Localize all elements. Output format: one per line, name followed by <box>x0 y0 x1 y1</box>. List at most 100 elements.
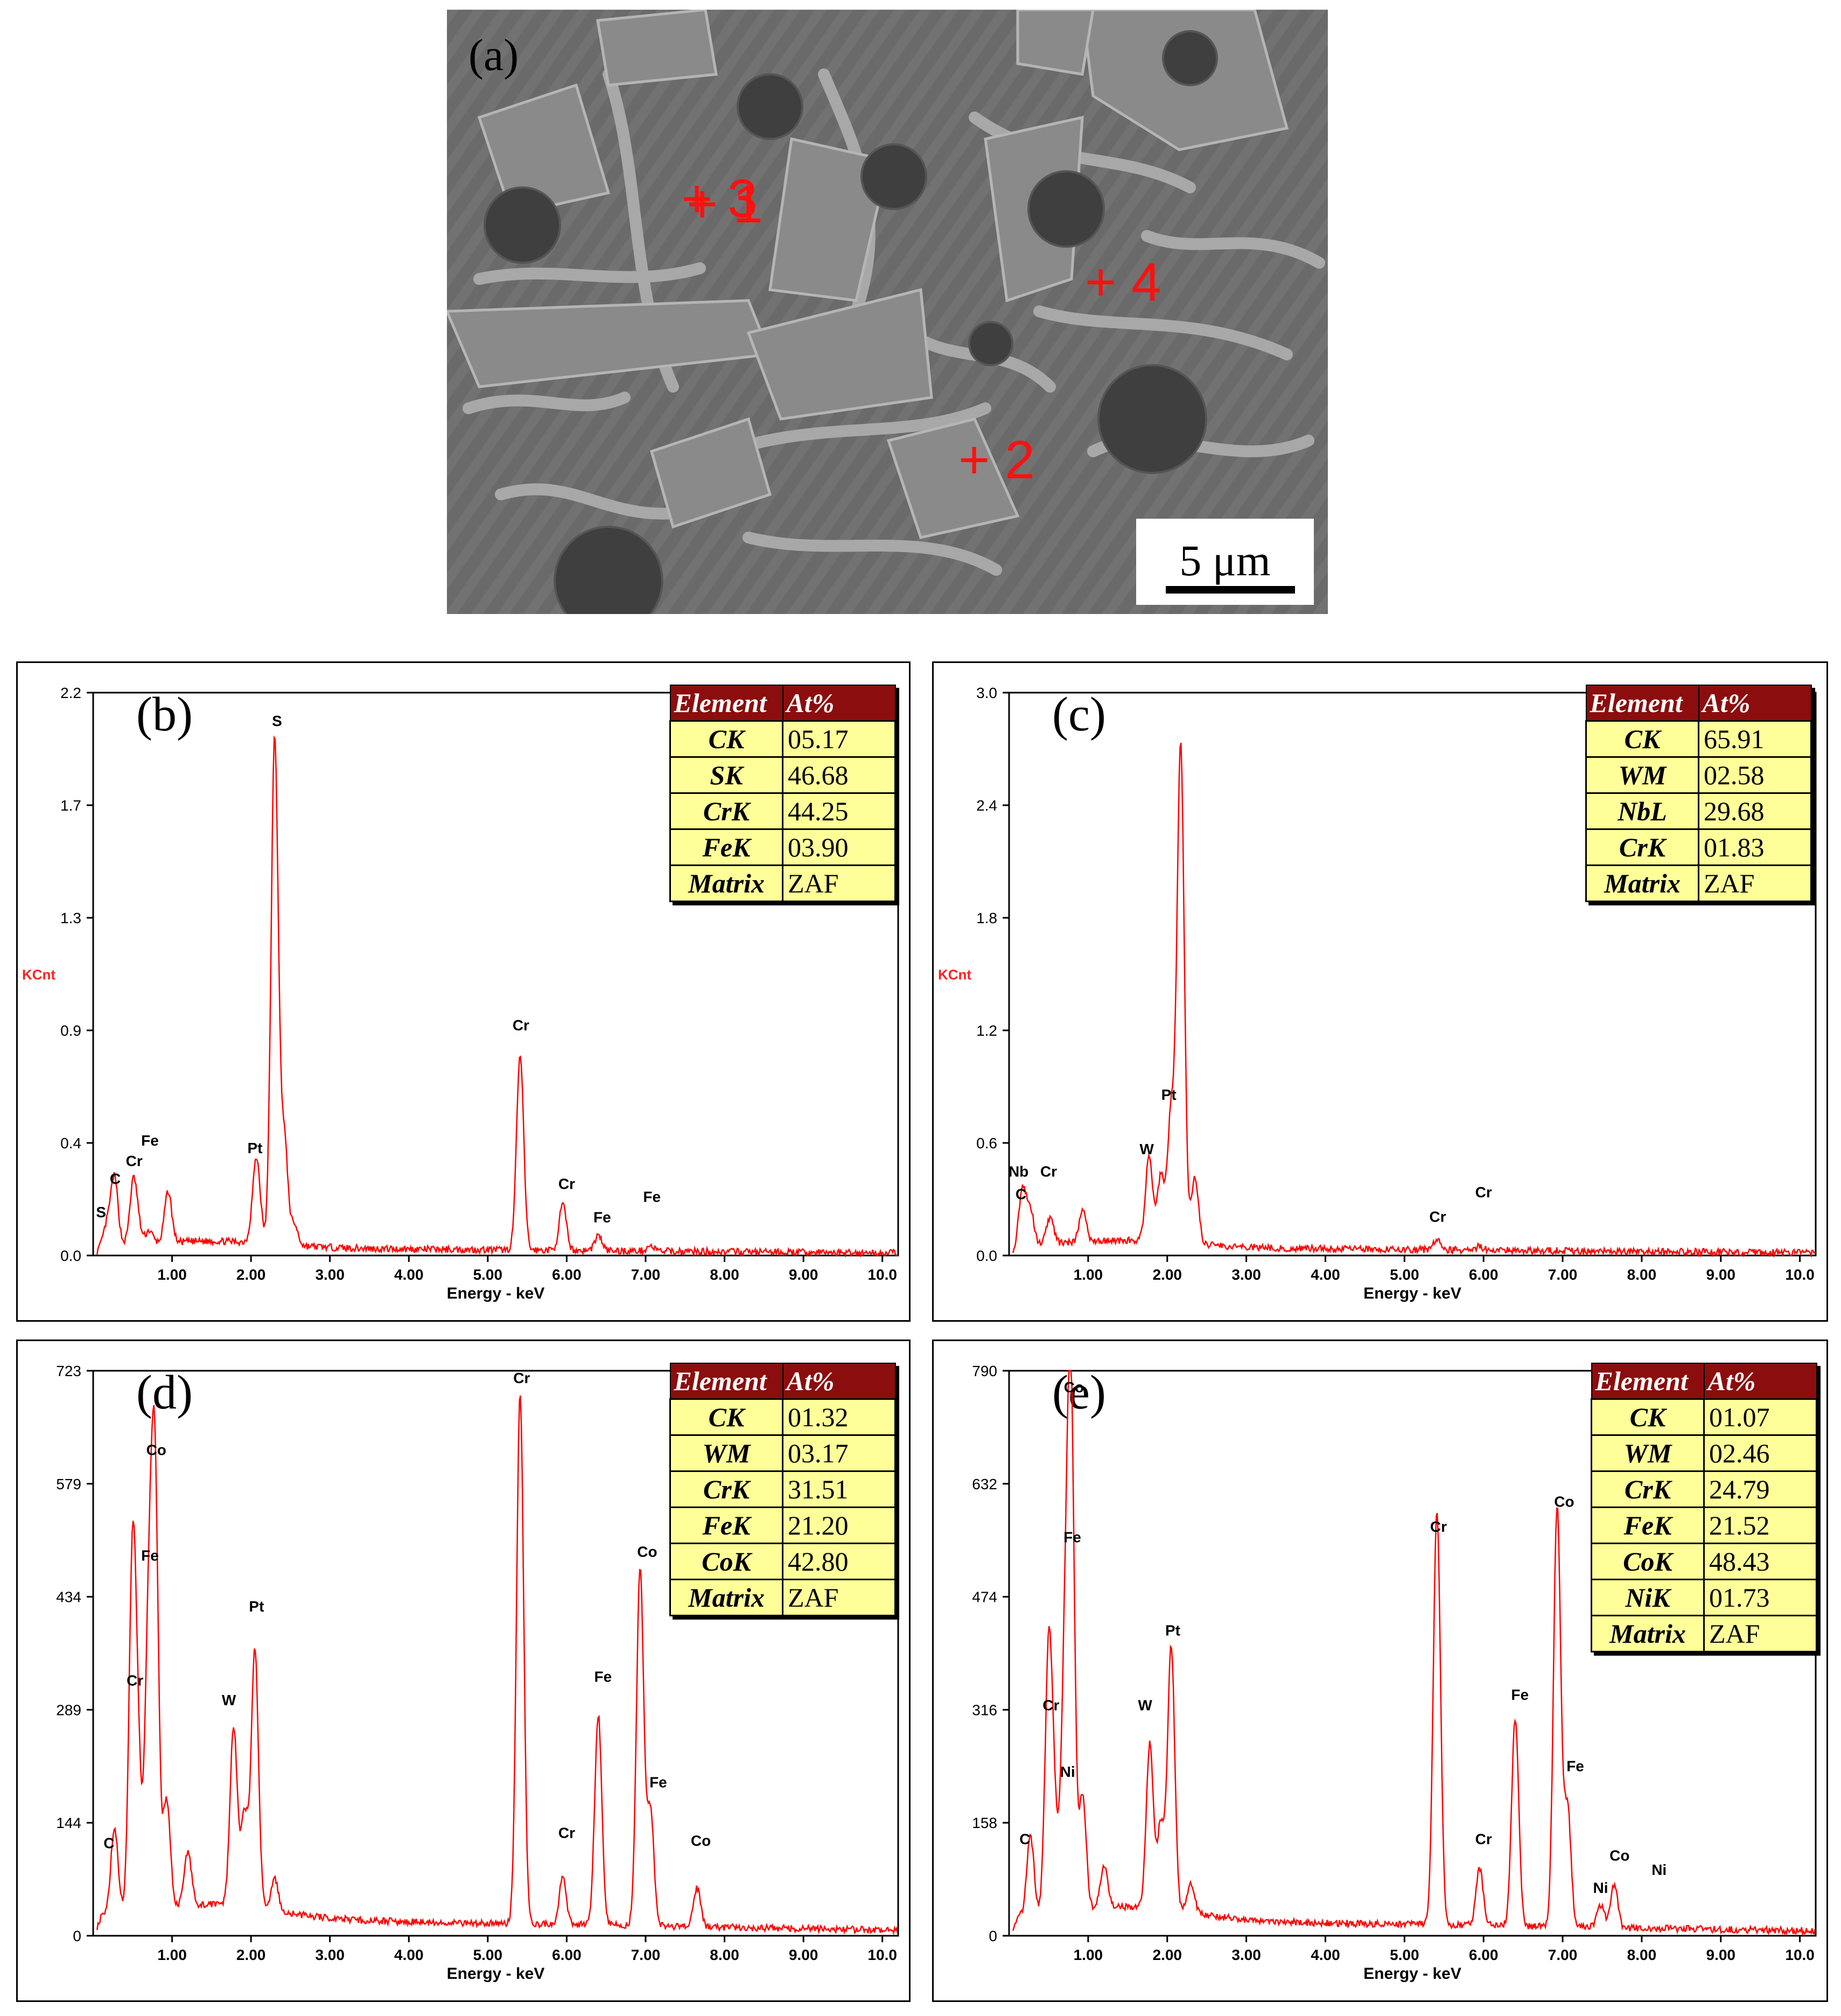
table-header-cell: At% <box>1703 1363 1817 1400</box>
x-tick-label: 9.00 <box>1706 1947 1736 1963</box>
x-tick-label: 4.00 <box>394 1266 424 1283</box>
at-percent-cell: 44.25 <box>782 792 896 830</box>
x-axis-label: Energy - keV <box>447 1965 545 1983</box>
y-tick-label: 289 <box>56 1701 81 1718</box>
spectrum-line <box>1012 1370 1816 1936</box>
x-tick-label: 7.00 <box>1548 1947 1578 1963</box>
element-cell: NbL <box>1585 792 1699 830</box>
table-header-cell: Element <box>1585 685 1699 722</box>
sem-dendrite <box>1141 230 1325 269</box>
x-tick-label: 5.00 <box>1390 1947 1419 1963</box>
x-tick-label: 2.00 <box>1152 1947 1182 1963</box>
scalebar-line <box>1166 586 1295 594</box>
eds-spectrum-b: 0.0 0.4 0.9 1.3 1.7 2.2 1.00 2.00 3.00 4.00 5.00 6.… <box>22 685 899 1302</box>
eds-table-d: Element At% CK 01.32 WM 03.17 CrK 31.51 FeK 21.20… <box>669 1363 896 1616</box>
y-tick-label: 2.4 <box>976 797 997 814</box>
table-row: Matrix ZAF <box>669 864 896 902</box>
peak-label: C <box>1016 1186 1026 1203</box>
element-cell: CoK <box>1591 1543 1705 1580</box>
x-tick-label: 4.00 <box>1311 1947 1340 1963</box>
x-tick-label: 1.00 <box>157 1266 187 1283</box>
x-tick-label: 2.00 <box>236 1947 266 1963</box>
element-cell: WM <box>669 1434 783 1472</box>
table-row: NiK 01.73 <box>1591 1579 1817 1616</box>
peak-label: Cr <box>1040 1163 1057 1180</box>
at-percent-cell: 21.52 <box>1703 1506 1817 1544</box>
sem-grey-particle <box>1016 10 1095 76</box>
peak-label: Cr <box>126 1153 143 1169</box>
eds-panel-b: 0.0 0.4 0.9 1.3 1.7 2.2 1.00 2.00 3.00 4.00 5.00 6.… <box>16 661 911 1322</box>
peak-label: Co <box>691 1832 711 1849</box>
x-tick-label: 6.00 <box>552 1947 582 1963</box>
x-tick-label: 1.00 <box>157 1947 187 1963</box>
element-cell: Matrix <box>1591 1615 1705 1652</box>
y-tick-label: 790 <box>972 1363 997 1379</box>
x-tick-label: 8.00 <box>710 1266 739 1283</box>
at-percent-cell: 05.17 <box>782 720 896 758</box>
y-tick-label: 579 <box>56 1476 81 1492</box>
sem-dark-particle <box>1097 364 1207 474</box>
sem-grey-particle <box>746 288 933 421</box>
at-percent-cell: ZAF <box>1703 1615 1817 1652</box>
at-percent-cell: 24.79 <box>1703 1470 1817 1508</box>
sem-dark-particle <box>968 321 1013 366</box>
element-cell: CrK <box>1591 1470 1705 1508</box>
peak-label: Ni <box>1593 1879 1608 1896</box>
table-row: CK 05.17 <box>669 720 896 758</box>
sem-dendrite <box>473 262 706 285</box>
table-row: CK 65.91 <box>1585 720 1812 758</box>
y-tick-label: 0.4 <box>60 1135 81 1152</box>
table-row: NbL 29.68 <box>1585 792 1812 830</box>
y-tick-label: 0.0 <box>976 1247 997 1264</box>
at-percent-cell: ZAF <box>782 864 896 902</box>
plot-frame <box>1008 1370 1817 1937</box>
x-tick-label: 5.00 <box>473 1947 503 1963</box>
x-tick-label: 9.00 <box>1706 1266 1736 1283</box>
plot-frame <box>92 692 899 1257</box>
sem-dendrite <box>1033 305 1293 360</box>
table-row: CrK 24.79 <box>1591 1470 1817 1508</box>
panel-a-label: (a) <box>468 30 519 80</box>
table-row: CoK 48.43 <box>1591 1543 1817 1580</box>
x-tick-label: 6.00 <box>1469 1947 1499 1963</box>
point-1-marker: + 1 <box>687 174 763 234</box>
at-percent-cell: 21.20 <box>782 1506 896 1544</box>
element-cell: NiK <box>1591 1579 1705 1616</box>
table-header-row: Element At% <box>669 685 896 722</box>
at-percent-cell: 02.46 <box>1703 1434 1817 1472</box>
y-tick-label: 723 <box>56 1363 81 1379</box>
x-tick-label: 3.00 <box>315 1266 345 1283</box>
table-row: CrK 31.51 <box>669 1470 896 1508</box>
sem-dark-particle <box>554 526 663 614</box>
x-tick-label: 4.00 <box>394 1947 424 1963</box>
peak-label: Nb <box>1009 1163 1028 1180</box>
y-tick-label: 632 <box>972 1476 997 1492</box>
peak-label: Fe <box>1063 1529 1081 1546</box>
sem-grey-particle <box>768 137 891 302</box>
peak-label: Cr <box>558 1176 575 1192</box>
at-percent-cell: 03.17 <box>782 1434 896 1472</box>
y-tick-label: 0 <box>989 1928 997 1944</box>
element-cell: CK <box>669 1398 783 1436</box>
sem-dendrite <box>743 532 1002 576</box>
sem-grey-particle <box>649 417 772 529</box>
x-tick-label: 7.00 <box>1548 1266 1578 1283</box>
peak-label: Cr <box>1042 1697 1059 1714</box>
sem-dark-particle <box>1027 170 1105 248</box>
sem-grey-particle <box>477 83 611 216</box>
y-tick-label: 434 <box>56 1589 81 1606</box>
peak-label: Fe <box>643 1188 661 1205</box>
eds-spectrum-c: 0.0 0.6 1.2 1.8 2.4 3.0 1.00 2.00 3.00 4.00 5.00 6.… <box>938 685 1817 1302</box>
peak-label: Co <box>1609 1847 1629 1864</box>
y-axis-label: KCnt <box>938 967 971 983</box>
sem-grey-particle <box>596 10 718 87</box>
sem-dark-particles <box>484 30 1218 614</box>
x-tick-label: 10.0 <box>867 1266 897 1283</box>
peak-label: Cr <box>1475 1184 1492 1201</box>
element-cell: CK <box>669 720 783 758</box>
table-row: CrK 01.83 <box>1585 828 1812 866</box>
y-tick-label: 158 <box>972 1815 997 1831</box>
eds-panel-c: 0.0 0.6 1.2 1.8 2.4 3.0 1.00 2.00 3.00 4.00 5.00 6.… <box>932 661 1828 1322</box>
peak-label: Cr <box>558 1825 575 1841</box>
y-tick-label: 0.9 <box>60 1022 81 1039</box>
